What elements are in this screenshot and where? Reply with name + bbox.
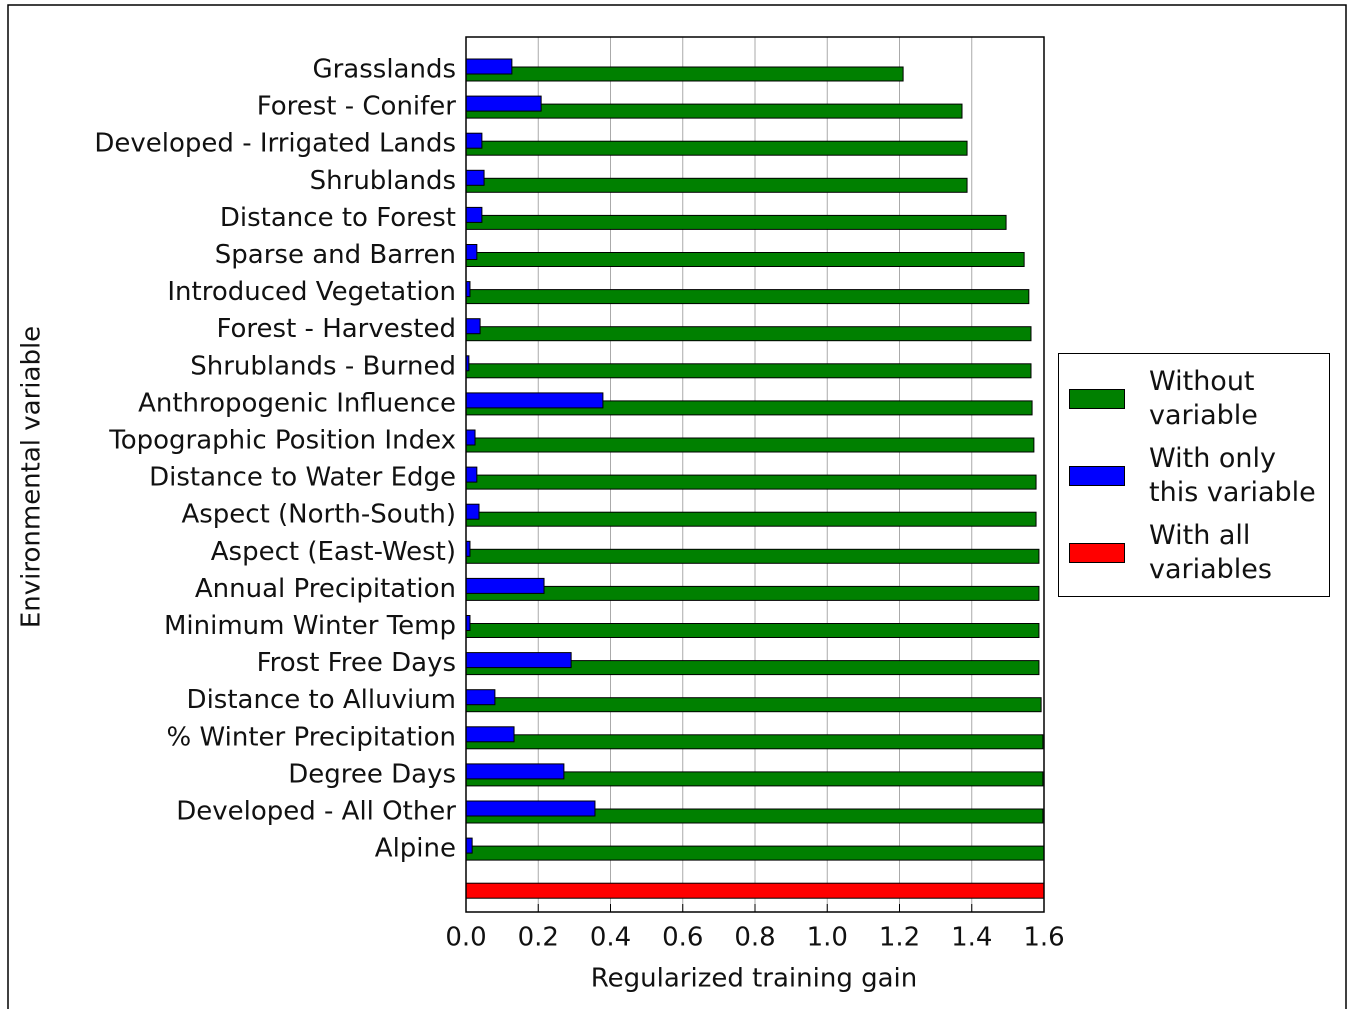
bar (465, 66, 904, 82)
legend-label: With all variables (1149, 519, 1272, 585)
x-tick-label: 0.4 (590, 923, 631, 953)
bar (465, 429, 476, 446)
y-axis-label: Environmental variable (17, 326, 47, 628)
x-tick-label: 1.6 (1023, 923, 1064, 953)
bar (465, 326, 1032, 342)
y-tick-label: % Winter Precipitation (167, 722, 456, 752)
y-tick-label: Topographic Position Index (108, 426, 456, 456)
bar (465, 845, 1045, 861)
bar (465, 58, 513, 75)
bar (465, 503, 480, 520)
y-tick-label: Frost Free Days (257, 648, 456, 678)
x-tick-label: 0.0 (445, 923, 486, 953)
bar (465, 177, 968, 193)
y-tick-label: Shrublands - Burned (190, 351, 456, 381)
bar (465, 511, 1037, 527)
frame (7, 4, 1347, 1009)
y-tick-label: Degree Days (288, 759, 456, 789)
x-tick-label: 0.6 (662, 923, 703, 953)
x-tick-label: 1.0 (807, 923, 848, 953)
y-tick-label: Forest - Harvested (217, 314, 457, 344)
bar (465, 252, 1025, 267)
x-axis-label: Regularized training gain (591, 964, 918, 994)
bar (465, 169, 485, 186)
bar (465, 689, 496, 706)
bar (465, 837, 473, 854)
legend-label: Without variable (1149, 365, 1258, 431)
x-tick-label: 0.8 (734, 923, 775, 953)
bar (465, 800, 596, 817)
bar (465, 244, 478, 260)
y-tick-label: Alpine (375, 834, 456, 864)
bar (465, 697, 1042, 713)
bar (465, 132, 483, 149)
y-tick-label: Anthropogenic Influence (138, 388, 456, 418)
y-tick-label: Distance to Water Edge (149, 463, 456, 493)
bar (465, 289, 1030, 305)
bar (465, 95, 542, 112)
x-tick-label: 1.2 (879, 923, 920, 953)
bar (465, 466, 478, 483)
bar (465, 318, 481, 335)
legend-swatch (1069, 542, 1125, 563)
legend-item: With only this variable (1069, 437, 1329, 514)
legend: Without variable With only this variable W… (1058, 353, 1330, 597)
x-tick-label: 0.2 (518, 923, 559, 953)
bar (465, 214, 1007, 230)
y-tick-label: Aspect (East-West) (211, 537, 456, 567)
y-tick-label: Developed - All Other (176, 797, 456, 827)
legend-swatch (1069, 388, 1125, 409)
bar (465, 392, 604, 409)
y-tick-label: Sparse and Barren (215, 240, 456, 270)
bar (465, 726, 515, 743)
legend-label: With only this variable (1149, 442, 1316, 508)
bar (465, 763, 565, 780)
y-tick-label: Introduced Vegetation (167, 277, 456, 307)
legend-swatch (1069, 465, 1125, 486)
y-tick-label: Shrublands (310, 166, 456, 196)
legend-item: Without variable (1069, 360, 1329, 437)
bar (465, 363, 1032, 379)
bar (465, 474, 1037, 490)
y-tick-label: Grasslands (312, 55, 456, 85)
bar (465, 882, 1045, 899)
bar (465, 734, 1044, 750)
x-tick-label: 1.4 (951, 923, 992, 953)
bar (465, 585, 1040, 601)
plot-border (465, 36, 1045, 913)
y-tick-label: Aspect (North-South) (181, 500, 456, 530)
y-tick-label: Distance to Forest (220, 203, 456, 233)
y-tick-label: Distance to Alluvium (187, 685, 456, 715)
bar (465, 577, 545, 594)
y-tick-label: Forest - Conifer (257, 92, 457, 122)
y-tick-label: Developed - Irrigated Lands (94, 129, 456, 159)
bar (465, 437, 1035, 453)
legend-item: With all variables (1069, 514, 1329, 591)
bar (465, 652, 572, 669)
y-tick-label: Minimum Winter Temp (164, 611, 456, 641)
bar (465, 206, 483, 223)
bar (465, 623, 1040, 638)
bar (465, 140, 968, 156)
y-tick-label: Annual Precipitation (195, 574, 456, 604)
bar (465, 548, 1040, 564)
